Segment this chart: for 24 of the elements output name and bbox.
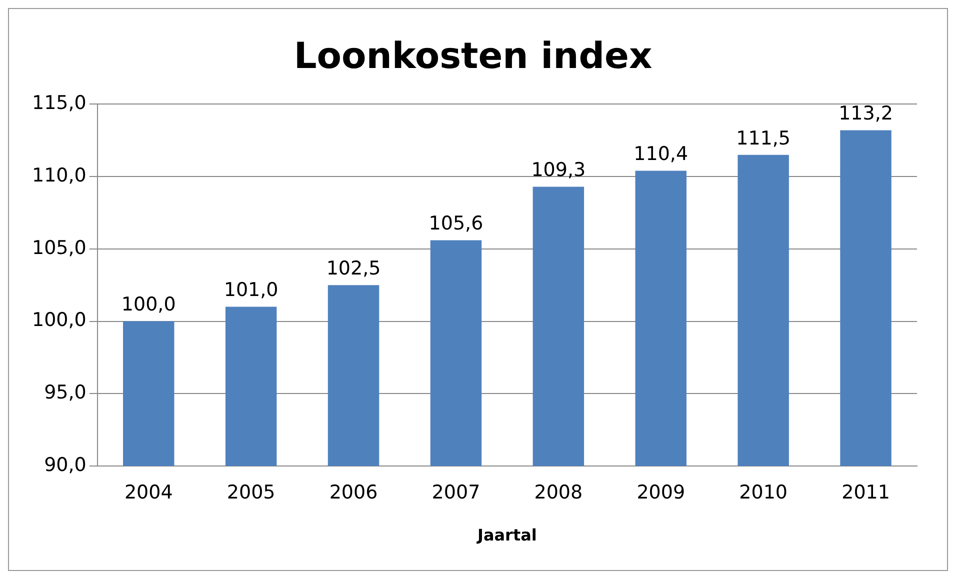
x-tick-label: 2008	[534, 481, 583, 504]
y-tick-label: 90,0	[44, 454, 86, 476]
y-tick-label: 110,0	[32, 164, 86, 186]
data-label: 100,0	[121, 294, 176, 316]
x-tick-label: 2005	[226, 481, 276, 504]
y-tick-label: 95,0	[44, 382, 86, 404]
x-tick-label: 2007	[432, 481, 480, 504]
y-tick-label: 105,0	[32, 236, 86, 259]
data-label: 109,3	[531, 159, 586, 182]
x-tick-label: 2006	[329, 481, 378, 504]
x-tick-label: 2004	[124, 481, 173, 504]
data-label: 110,4	[634, 143, 688, 166]
data-label: 113,2	[838, 102, 893, 125]
data-label: 102,5	[326, 258, 381, 280]
y-tick-label: 115,0	[32, 92, 86, 114]
data-label: 101,0	[224, 279, 278, 302]
y-tick-label: 100,0	[32, 309, 86, 332]
x-axis-title: Jaartal	[476, 526, 537, 545]
x-tick-label: 2011	[842, 481, 890, 504]
data-label: 105,6	[428, 212, 484, 235]
chart-title: Loonkosten index	[294, 36, 652, 77]
x-tick-label: 2010	[739, 481, 788, 504]
x-tick-label: 2009	[636, 481, 686, 504]
data-label: 111,5	[736, 127, 791, 150]
